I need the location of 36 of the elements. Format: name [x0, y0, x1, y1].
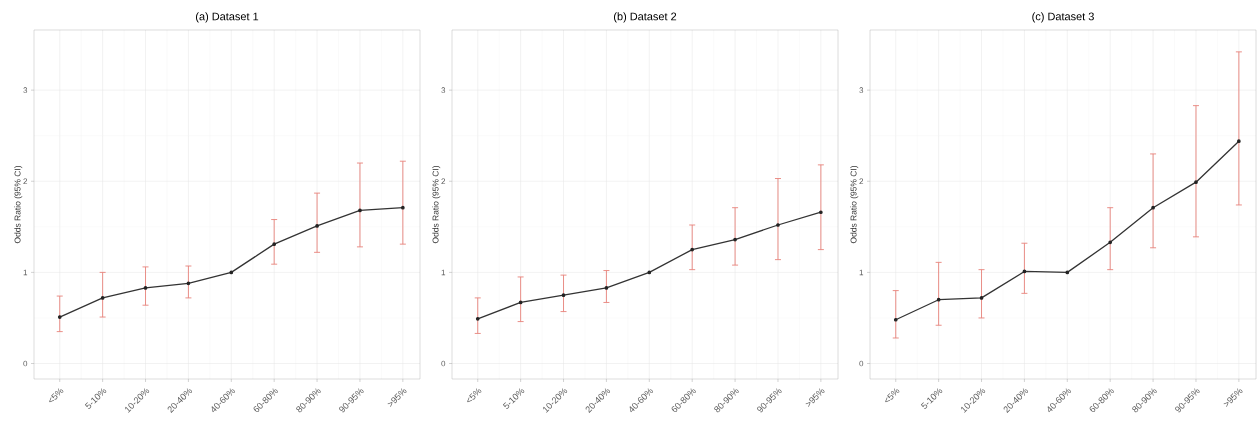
- point: [518, 300, 523, 305]
- x-tick-label: <5%: [467, 388, 482, 403]
- point: [647, 270, 652, 275]
- point: [936, 297, 941, 302]
- point: [1151, 205, 1155, 210]
- chart-title: (b) Dataset 2: [614, 12, 677, 23]
- point: [1108, 240, 1113, 245]
- point: [143, 286, 148, 290]
- point: [776, 223, 780, 227]
- point: [100, 296, 105, 300]
- point: [604, 286, 609, 290]
- point: [1194, 180, 1198, 185]
- point: [57, 315, 62, 319]
- point: [1237, 139, 1241, 144]
- chart-title: (a) Dataset 1: [196, 12, 259, 23]
- point: [315, 224, 319, 228]
- point: [690, 247, 695, 252]
- point: [475, 317, 480, 321]
- point: [979, 296, 984, 300]
- y-axis-title: Odds Ratio (95% CI): [432, 165, 441, 244]
- point: [358, 208, 362, 213]
- x-tick-label: <5%: [49, 388, 64, 403]
- x-tick-label: <5%: [885, 388, 900, 403]
- chart-title: (c) Dataset 3: [1032, 12, 1094, 23]
- point: [1022, 269, 1027, 274]
- point: [272, 242, 277, 246]
- point: [1065, 270, 1070, 275]
- y-axis-title: Odds Ratio (95% CI): [14, 165, 23, 244]
- point: [401, 205, 405, 210]
- point: [733, 237, 737, 242]
- point: [229, 270, 234, 275]
- y-axis-title: Odds Ratio (95% CI): [850, 165, 859, 244]
- point: [819, 210, 823, 215]
- point: [186, 281, 191, 286]
- point: [561, 293, 566, 298]
- point: [893, 317, 898, 322]
